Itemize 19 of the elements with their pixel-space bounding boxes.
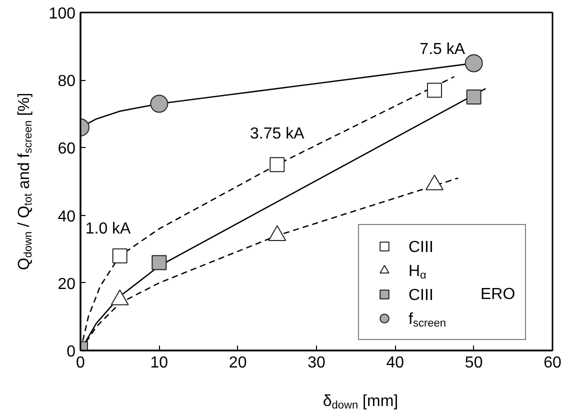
x-tick-label: 60	[544, 354, 562, 372]
x-tick-label: 30	[308, 354, 326, 372]
y-axis-title: Qdown / Qtot and fscreen [%]	[16, 92, 34, 270]
x-tick-label: 50	[464, 354, 483, 372]
legend-label: CIII	[408, 287, 434, 304]
x-tick-label: 40	[386, 354, 404, 372]
y-tick-label: 0	[66, 344, 76, 360]
y-tick-label: 100	[48, 6, 76, 22]
x-tick-label: 20	[228, 354, 247, 372]
y-tick-label: 60	[58, 140, 76, 158]
y-tick-label: 40	[58, 208, 76, 226]
annotation: 7.5 kA	[420, 41, 466, 58]
y-tick-label: 20	[58, 276, 76, 293]
annotation: 3.75 kA	[250, 126, 305, 143]
legend-label: CIII	[408, 239, 434, 256]
annotation: ERO	[480, 286, 516, 303]
annotation: 1.0 kA	[85, 220, 132, 238]
y-tick-label: 80	[58, 73, 76, 90]
x-tick-label: 10	[150, 354, 168, 372]
